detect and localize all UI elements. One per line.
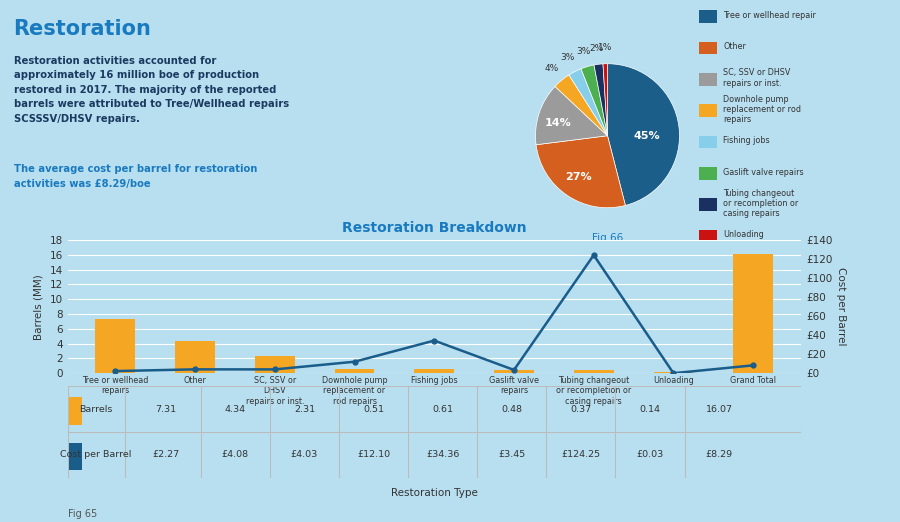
Wedge shape (536, 136, 626, 208)
Text: 2%: 2% (590, 44, 604, 53)
Text: 16.07: 16.07 (706, 405, 733, 413)
Text: 3%: 3% (576, 47, 590, 56)
Text: Fig 65: Fig 65 (68, 508, 97, 519)
Text: Fig 66: Fig 66 (592, 233, 623, 243)
Wedge shape (608, 64, 680, 206)
Text: Tubing changeout
or recompletion or
casing repairs: Tubing changeout or recompletion or casi… (724, 188, 798, 218)
Text: £12.10: £12.10 (357, 450, 390, 459)
Text: Restoration activities accounted for
approximately 16 million boe of production
: Restoration activities accounted for app… (14, 56, 289, 124)
Wedge shape (594, 64, 608, 136)
Text: Fishing jobs: Fishing jobs (724, 136, 770, 145)
Title: Restoration Breakdown: Restoration Breakdown (342, 221, 526, 235)
Bar (69, 397, 82, 425)
Text: Barrels: Barrels (79, 405, 112, 413)
Text: 7.31: 7.31 (156, 405, 176, 413)
Wedge shape (581, 65, 608, 136)
Text: 1%: 1% (598, 43, 612, 52)
Wedge shape (536, 87, 608, 145)
Text: Gaslift valve repairs: Gaslift valve repairs (724, 168, 804, 176)
Text: Other: Other (724, 42, 746, 51)
Text: 45%: 45% (634, 130, 661, 141)
Wedge shape (603, 64, 608, 136)
FancyBboxPatch shape (699, 167, 717, 180)
Text: 0.14: 0.14 (640, 405, 661, 413)
FancyBboxPatch shape (699, 230, 717, 242)
Text: 0.61: 0.61 (432, 405, 454, 413)
FancyBboxPatch shape (699, 136, 717, 148)
Text: £3.45: £3.45 (499, 450, 526, 459)
Bar (414, 369, 454, 373)
Text: 3%: 3% (561, 53, 575, 62)
Text: £124.25: £124.25 (562, 450, 600, 459)
Text: The average cost per barrel for restoration
activities was £8.29/boe: The average cost per barrel for restorat… (14, 164, 256, 188)
Text: Tree or wellhead repair: Tree or wellhead repair (724, 11, 816, 20)
Text: £4.03: £4.03 (291, 450, 318, 459)
Text: 0.37: 0.37 (571, 405, 591, 413)
Text: Downhole pump
replacement or rod
repairs: Downhole pump replacement or rod repairs (724, 94, 801, 124)
FancyBboxPatch shape (699, 73, 717, 86)
Text: 4.34: 4.34 (225, 405, 246, 413)
Text: Unloading: Unloading (724, 230, 764, 239)
Wedge shape (555, 75, 608, 136)
Text: £2.27: £2.27 (153, 450, 180, 459)
Y-axis label: Barrels (MM): Barrels (MM) (34, 274, 44, 339)
Bar (494, 370, 534, 373)
FancyBboxPatch shape (699, 198, 717, 211)
Text: Restoration: Restoration (14, 19, 151, 39)
FancyBboxPatch shape (699, 42, 717, 54)
Text: 2.31: 2.31 (294, 405, 315, 413)
Bar (95, 319, 135, 373)
Bar (574, 371, 614, 373)
Text: SC, SSV or DHSV
repairs or inst.: SC, SSV or DHSV repairs or inst. (724, 68, 790, 88)
Text: 0.48: 0.48 (501, 405, 522, 413)
Text: Restoration Type: Restoration Type (391, 488, 478, 499)
Y-axis label: Cost per Barrel: Cost per Barrel (836, 267, 846, 346)
FancyBboxPatch shape (699, 104, 717, 117)
Bar (69, 443, 82, 470)
FancyBboxPatch shape (699, 10, 717, 23)
Text: £34.36: £34.36 (426, 450, 459, 459)
Text: 0.51: 0.51 (363, 405, 384, 413)
Text: 14%: 14% (545, 118, 572, 128)
Bar (176, 341, 215, 373)
Text: £0.03: £0.03 (636, 450, 663, 459)
Bar (255, 356, 294, 373)
Text: £4.08: £4.08 (221, 450, 249, 459)
Bar (335, 370, 374, 373)
Wedge shape (569, 69, 608, 136)
Text: £8.29: £8.29 (706, 450, 733, 459)
Text: Cost per Barrel: Cost per Barrel (60, 450, 131, 459)
Bar (734, 254, 773, 373)
Text: 4%: 4% (544, 64, 559, 73)
Text: 27%: 27% (565, 172, 592, 183)
Bar (653, 372, 693, 373)
